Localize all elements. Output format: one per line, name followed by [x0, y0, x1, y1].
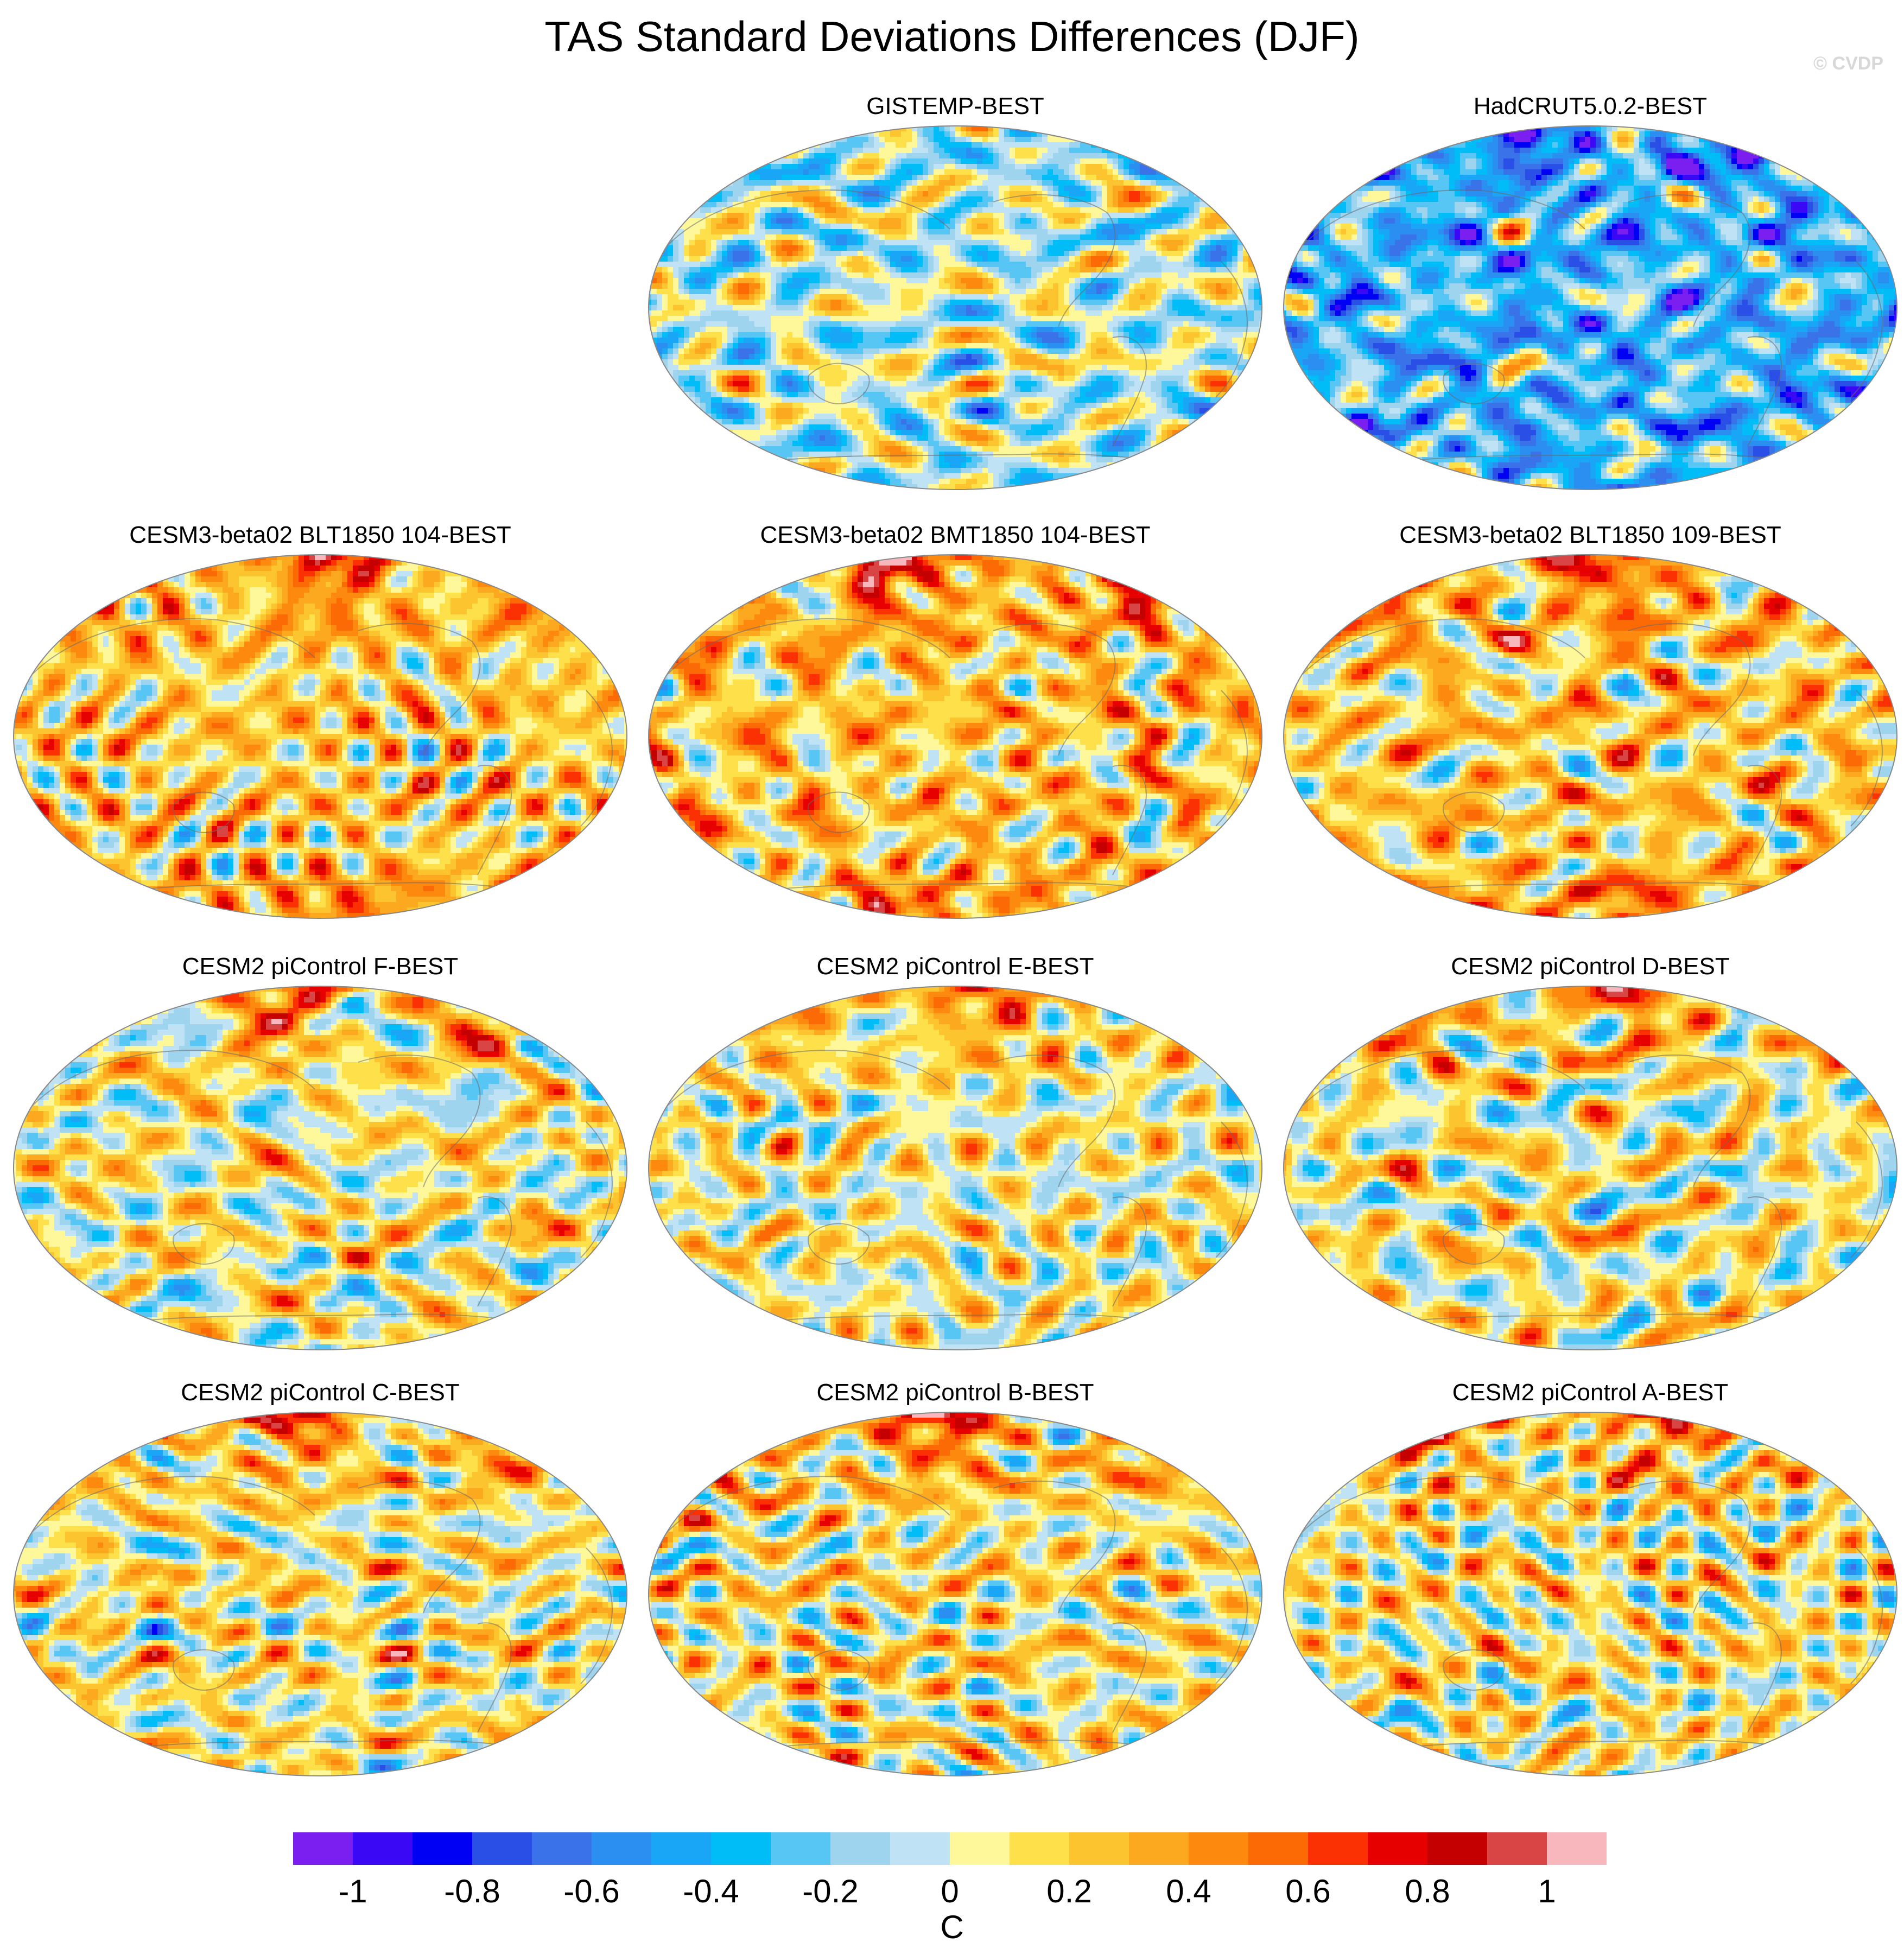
colorbar-cell: [592, 1832, 652, 1865]
map-panel: CESM3-beta02 BMT1850 104-BEST: [646, 521, 1265, 934]
map-panel: CESM2 piControl A-BEST: [1281, 1379, 1900, 1791]
panel-title: CESM3-beta02 BMT1850 104-BEST: [646, 521, 1265, 549]
map-panel: CESM2 piControl D-BEST: [1281, 953, 1900, 1365]
world-map: [646, 120, 1265, 495]
colorbar-cell: [651, 1832, 712, 1865]
world-map: [11, 549, 630, 924]
colorbar-tick-label: 0.2: [1046, 1873, 1091, 1910]
colorbar-cell: [1308, 1832, 1368, 1865]
colorbar-cell: [532, 1832, 592, 1865]
world-map: [1281, 1407, 1900, 1781]
colorbar-tick-label: -1: [338, 1873, 367, 1910]
panel-title: CESM3-beta02 BLT1850 104-BEST: [11, 521, 630, 549]
colorbar-unit: C: [0, 1908, 1904, 1946]
map-panel: CESM3-beta02 BLT1850 104-BEST: [11, 521, 630, 934]
panel-title: CESM2 piControl D-BEST: [1281, 953, 1900, 981]
world-map: [646, 1407, 1265, 1781]
world-map: [646, 549, 1265, 924]
colorbar-cell: [1010, 1832, 1070, 1865]
colorbar-tick-label: -0.2: [802, 1873, 858, 1910]
map-panel: CESM3-beta02 BLT1850 109-BEST: [1281, 521, 1900, 934]
world-map: [1281, 549, 1900, 924]
colorbar: [293, 1832, 1607, 1865]
colorbar-cell: [293, 1832, 353, 1865]
colorbar-cell: [1248, 1832, 1309, 1865]
colorbar-cell: [1189, 1832, 1249, 1865]
colorbar-tick-label: 0.4: [1166, 1873, 1211, 1910]
panel-title: HadCRUT5.0.2-BEST: [1281, 92, 1900, 120]
colorbar-tick-label: 0.8: [1405, 1873, 1450, 1910]
colorbar-cell: [890, 1832, 950, 1865]
colorbar-cell: [412, 1832, 473, 1865]
map-panel: CESM2 piControl C-BEST: [11, 1379, 630, 1791]
map-panel: GISTEMP-BEST: [646, 92, 1265, 505]
colorbar-cell: [353, 1832, 413, 1865]
map-panel: CESM2 piControl F-BEST: [11, 953, 630, 1365]
colorbar-tick-label: 0.6: [1285, 1873, 1330, 1910]
map-panel: HadCRUT5.0.2-BEST: [1281, 92, 1900, 505]
world-map: [646, 981, 1265, 1355]
cvdp-credit: © CVDP: [1813, 53, 1883, 74]
map-panel: CESM2 piControl E-BEST: [646, 953, 1265, 1365]
colorbar-tick-label: 0: [941, 1873, 959, 1910]
colorbar-cell: [1547, 1832, 1607, 1865]
colorbar-cell: [711, 1832, 771, 1865]
world-map: [11, 1407, 630, 1781]
colorbar-cell: [830, 1832, 891, 1865]
empty-panel: [11, 92, 630, 505]
colorbar-tick-label: -0.6: [563, 1873, 619, 1910]
colorbar-cell: [1427, 1832, 1488, 1865]
panel-title: CESM3-beta02 BLT1850 109-BEST: [1281, 521, 1900, 549]
colorbar-tick-label: 1: [1538, 1873, 1556, 1910]
figure-title: TAS Standard Deviations Differences (DJF…: [0, 12, 1904, 61]
map-panel: CESM2 piControl B-BEST: [646, 1379, 1265, 1791]
colorbar-tick-label: -0.8: [444, 1873, 500, 1910]
colorbar-tick-label: -0.4: [683, 1873, 739, 1910]
panel-title: CESM2 piControl C-BEST: [11, 1379, 630, 1407]
colorbar-cell: [1069, 1832, 1129, 1865]
colorbar-cell: [472, 1832, 532, 1865]
colorbar-cell: [1368, 1832, 1428, 1865]
panel-title: CESM2 piControl A-BEST: [1281, 1379, 1900, 1407]
panel-title: GISTEMP-BEST: [646, 92, 1265, 120]
panel-title: CESM2 piControl E-BEST: [646, 953, 1265, 981]
panel-title: CESM2 piControl B-BEST: [646, 1379, 1265, 1407]
colorbar-cell: [1129, 1832, 1189, 1865]
colorbar-cell: [1487, 1832, 1547, 1865]
world-map: [1281, 981, 1900, 1355]
panel-title: CESM2 piControl F-BEST: [11, 953, 630, 981]
colorbar-cell: [771, 1832, 831, 1865]
world-map: [1281, 120, 1900, 495]
colorbar-tick-labels: -1 -0.8 -0.6 -0.4 -0.2 0 0.2 0.4 0.6 0.8 1: [293, 1873, 1607, 1910]
colorbar-cell: [950, 1832, 1010, 1865]
world-map: [11, 981, 630, 1355]
